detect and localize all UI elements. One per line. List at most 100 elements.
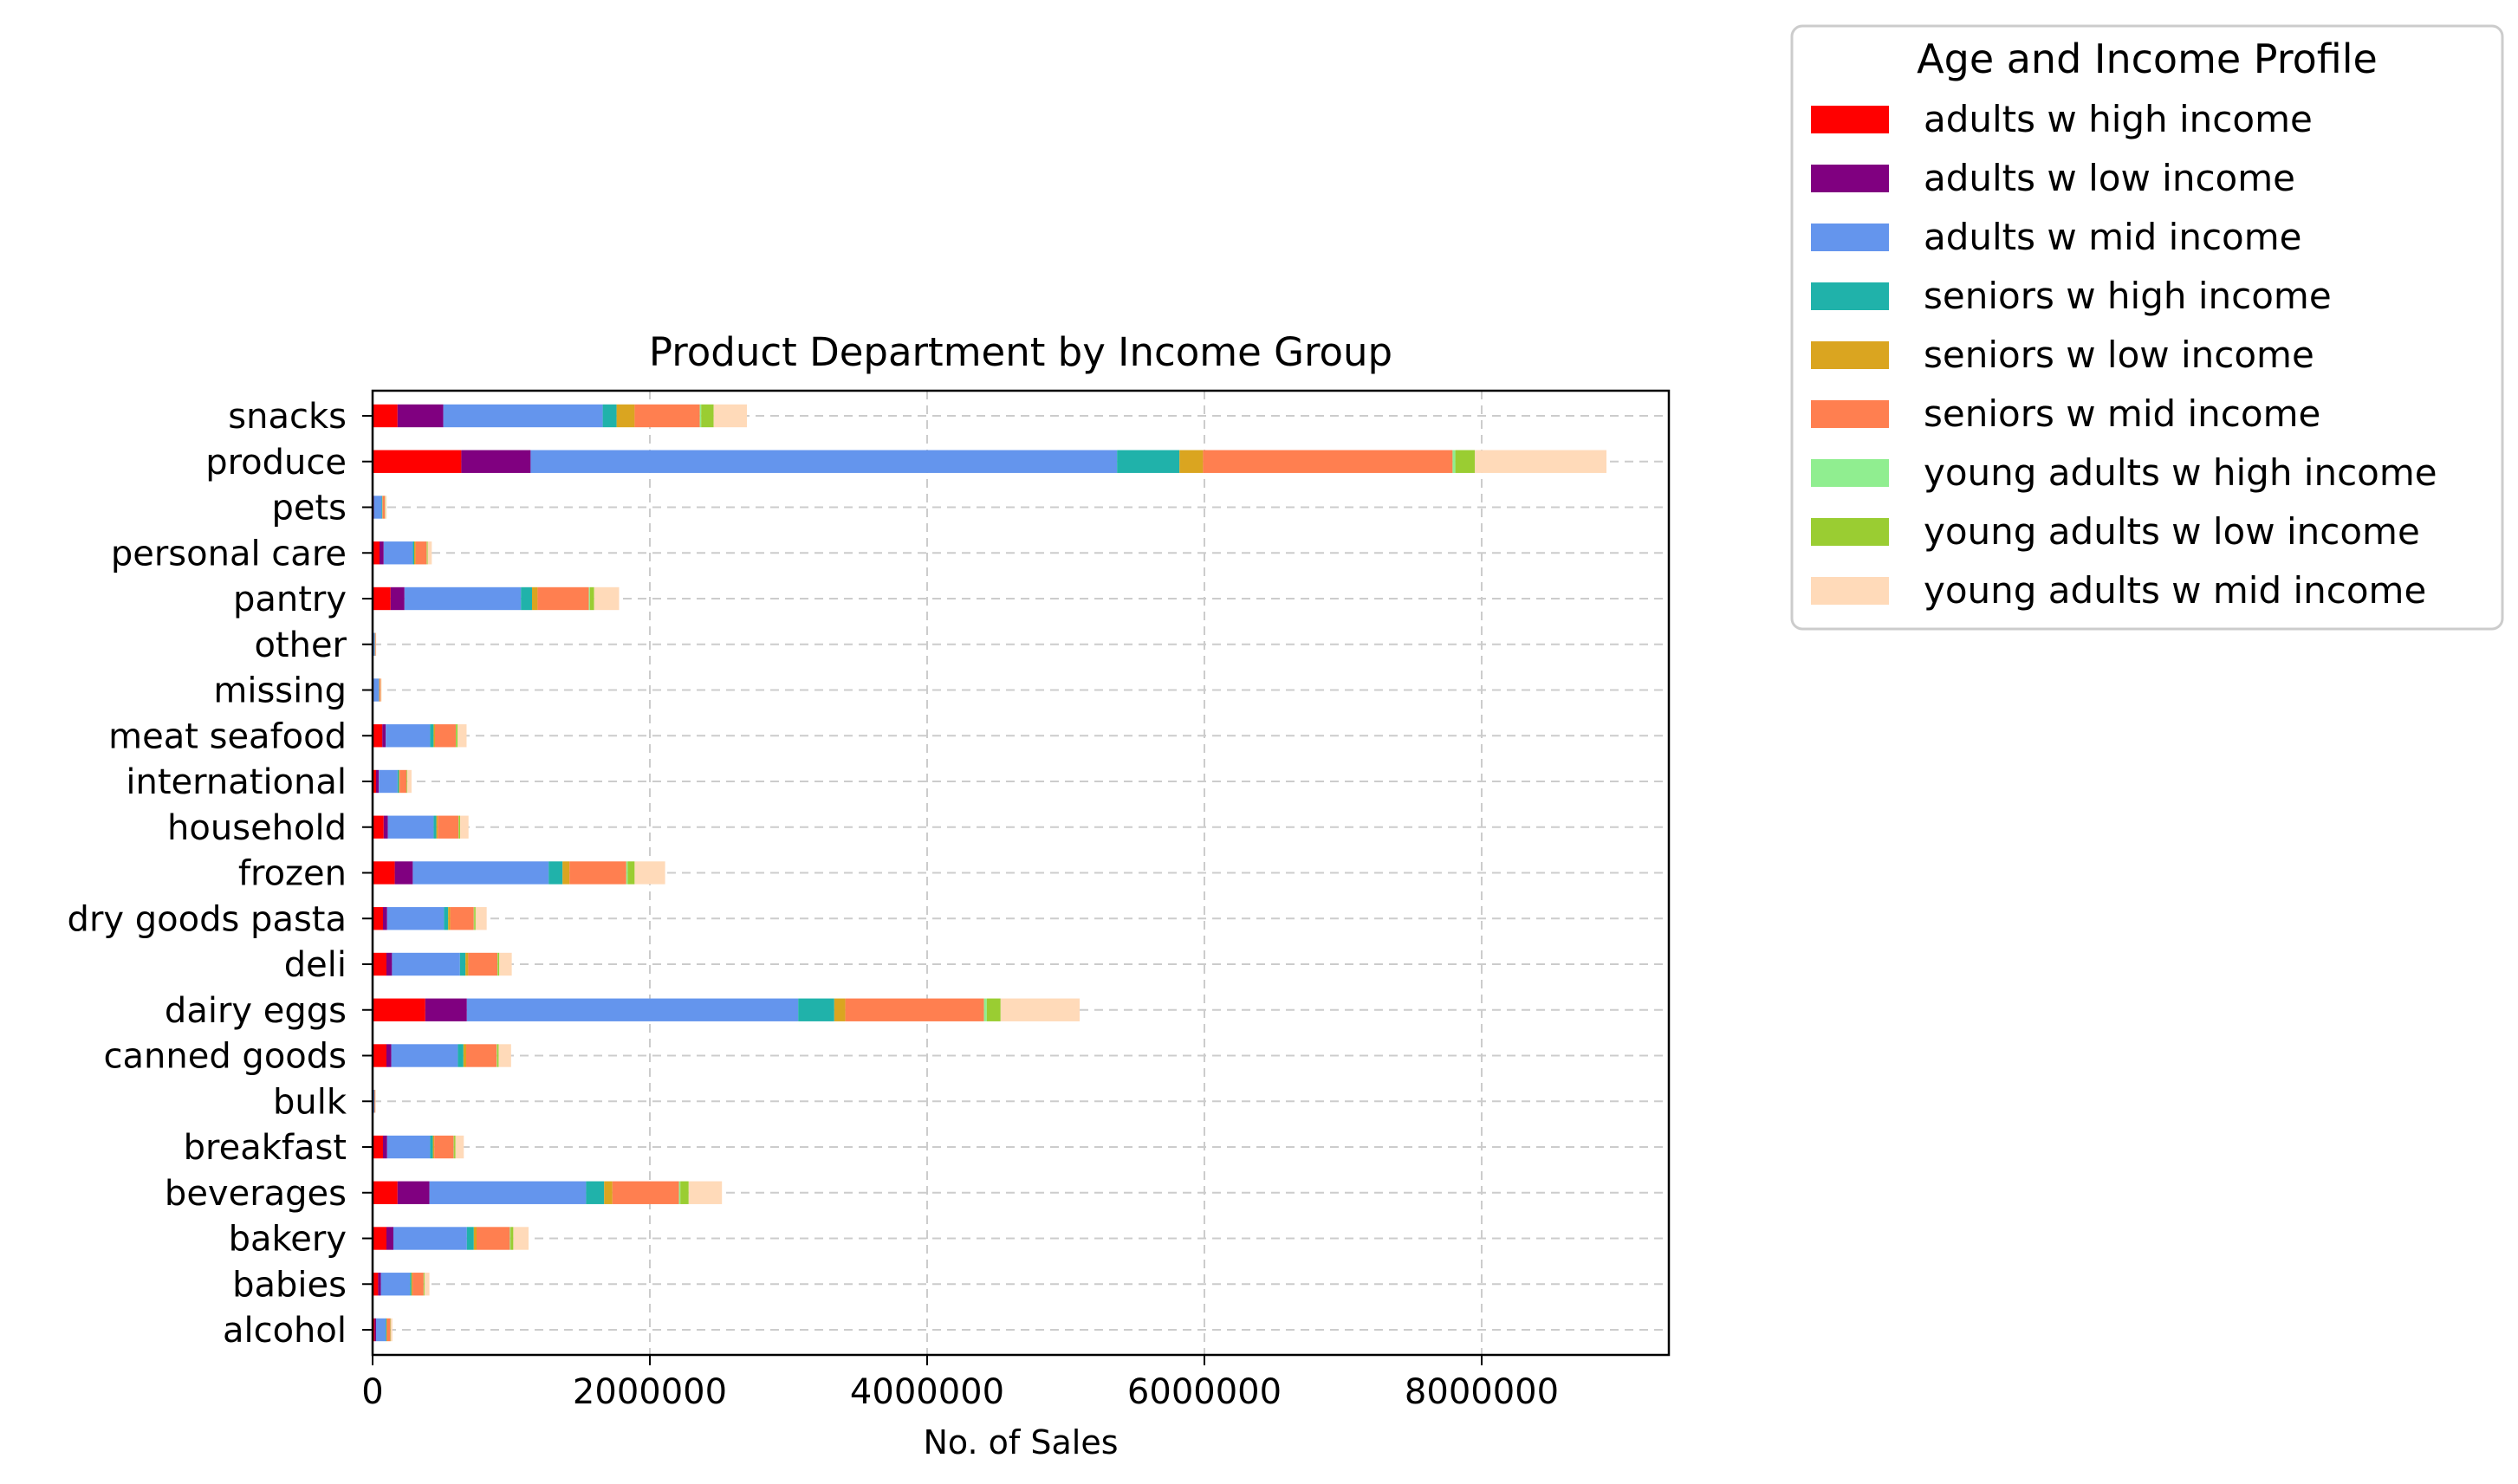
bar-segment [410, 1273, 412, 1296]
legend-label: seniors w high income [1924, 275, 2332, 317]
bar-segment [415, 541, 427, 565]
category-label: babies [232, 1265, 347, 1305]
bar-segment [387, 815, 434, 839]
bar-segment [434, 1135, 454, 1159]
bar-segment [383, 1135, 387, 1159]
bar-segment [386, 952, 393, 976]
bar-segment [425, 1273, 430, 1296]
category-label: produce [205, 443, 347, 483]
bar-segment [1452, 450, 1456, 473]
bar-segment [1179, 450, 1204, 473]
bar-segment [589, 586, 594, 611]
bar-segment [474, 907, 476, 930]
bar-segment [616, 404, 635, 428]
legend-label: seniors w mid income [1924, 392, 2320, 435]
category-label: meat seafood [108, 716, 347, 756]
bar-segment [376, 769, 380, 794]
x-tick-label: 0 [361, 1372, 383, 1412]
bar-segment [426, 541, 428, 565]
bar-segment [379, 769, 398, 794]
bar-segment [393, 1227, 467, 1250]
bar-segment [473, 1227, 477, 1250]
category-label: pets [271, 489, 347, 528]
legend-label: young adults w high income [1924, 451, 2437, 494]
x-axis: 0 2000000 4000000 6000000 8000000 [361, 1355, 1559, 1412]
bar-segment [390, 586, 405, 611]
bar-segment [588, 586, 590, 611]
bar-segment [373, 907, 383, 930]
bar-segment [390, 1318, 393, 1342]
bar-segment [1475, 450, 1606, 473]
bar-segment [688, 1181, 723, 1204]
bar-segment [460, 815, 469, 839]
legend-label: adults w mid income [1924, 216, 2302, 258]
bar-segment [477, 1227, 510, 1250]
category-label: household [167, 808, 347, 848]
bar-segment [986, 998, 1001, 1021]
legend: Age and Income Profile adults w high inc… [1790, 24, 2504, 631]
bar-segment [433, 724, 435, 748]
bar-segment [374, 632, 376, 656]
category-label: deli [284, 945, 347, 985]
bar-segment [498, 1044, 511, 1067]
bar-segment [701, 404, 714, 428]
bar-segment [373, 1090, 375, 1113]
bar-segment [713, 404, 747, 428]
x-tick-label: 6000000 [1127, 1372, 1282, 1412]
legend-swatch [1811, 341, 1889, 369]
bar-segment [548, 861, 563, 885]
bar-segment [397, 404, 444, 428]
bar-segment [634, 861, 665, 885]
bar-segment [407, 769, 412, 794]
bars [373, 404, 1606, 1342]
bar-segment [427, 541, 432, 565]
bar-segment [569, 861, 626, 885]
legend-swatch [1811, 577, 1889, 605]
bar-segment [497, 952, 500, 976]
bar-segment [562, 861, 570, 885]
bar-segment [458, 724, 467, 748]
bar-segment [397, 769, 399, 794]
bar-segment [454, 1135, 456, 1159]
bar-segment [586, 1181, 605, 1204]
bar-segment [448, 907, 451, 930]
bar-segment [373, 769, 376, 794]
bar-segment [466, 1227, 474, 1250]
bar-segment [391, 1044, 458, 1067]
bar-segment [444, 907, 449, 930]
bar-segment [459, 952, 466, 976]
bar-segment [373, 586, 391, 611]
bar-segment [699, 404, 702, 428]
bar-segment [412, 541, 414, 565]
bar-segment [602, 404, 617, 428]
bar-segment [680, 1181, 689, 1204]
bar-segment [433, 815, 437, 839]
bar-segment [394, 861, 413, 885]
bar-segment [612, 1181, 679, 1204]
category-label: breakfast [184, 1128, 347, 1168]
bar-segment [386, 1227, 393, 1250]
bar-segment [382, 724, 386, 748]
bar-segment [376, 1318, 386, 1342]
bar-segment [458, 1044, 464, 1067]
bar-segment [383, 541, 413, 565]
legend-swatch [1811, 165, 1889, 192]
bar-segment [678, 1181, 681, 1204]
bar-segment [463, 1044, 466, 1067]
bar-segment [443, 404, 603, 428]
bar-segment [383, 907, 387, 930]
bar-segment [381, 496, 383, 519]
bar-segment [1000, 998, 1080, 1021]
bar-segment [386, 1135, 431, 1159]
bar-segment [499, 952, 512, 976]
bar-segment [983, 998, 987, 1021]
bar-segment [373, 861, 395, 885]
legend-label: adults w low income [1924, 157, 2295, 199]
x-tick-label: 8000000 [1405, 1372, 1559, 1412]
bar-segment [373, 815, 384, 839]
bar-segment [380, 1273, 411, 1296]
x-axis-label: No. of Sales [923, 1423, 1118, 1461]
bar-segment [627, 861, 635, 885]
category-label: bulk [273, 1082, 347, 1122]
bar-segment [1203, 450, 1453, 473]
